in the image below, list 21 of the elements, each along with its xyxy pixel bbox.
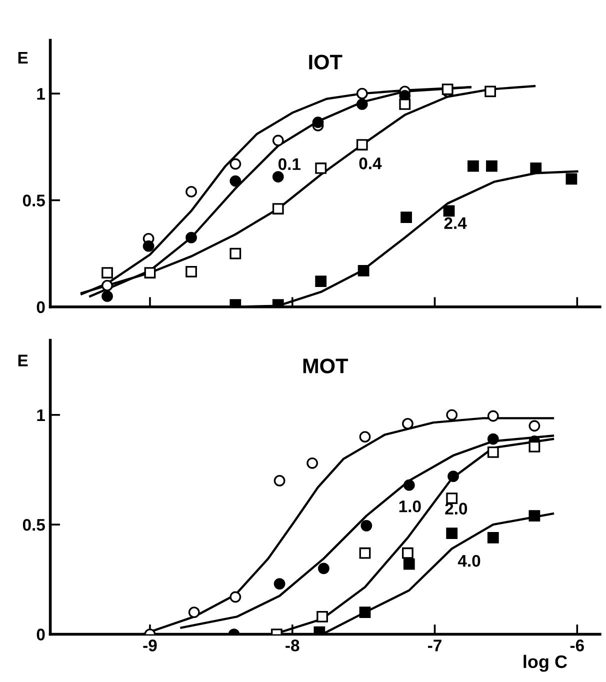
y-axis-title: E [18,52,28,64]
series-label: 2.0 [445,502,468,515]
y-tick-label: 1 [37,409,45,421]
text: MOT [303,358,348,374]
x-tick-label: -8 [286,640,300,652]
x-tick-label: -7 [428,640,442,652]
y-tick-label: 0 [36,628,45,640]
series-label: 0.1 [278,158,301,170]
series-label: 0.4 [359,158,382,170]
series-label: 4.0 [458,554,480,567]
y-tick-label: 0.5 [22,194,45,206]
x-axis-title: log C [524,654,568,672]
x-tick-label: -6 [570,640,584,652]
y-tick-label: 0 [36,301,45,314]
y-tick-label: 1 [37,88,45,100]
series-label: 2.4 [444,217,467,229]
y-tick-label: 0.5 [22,518,45,531]
series-label: 1.0 [399,500,421,512]
x-tick-label: -9 [143,640,157,652]
y-axis-title: E [18,354,28,366]
text: IOT [309,54,342,70]
